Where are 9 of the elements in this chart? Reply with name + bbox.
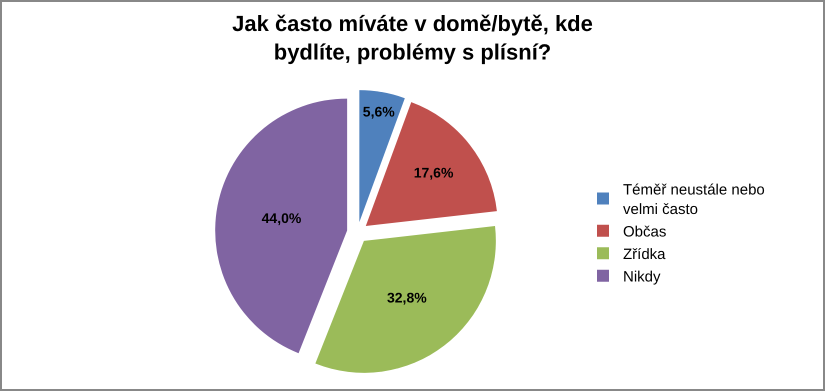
- chart-title: Jak často míváte v domě/bytě, kde bydlíte, problémy s plísní?: [232, 11, 593, 65]
- data-label: 17,6%: [414, 164, 454, 181]
- data-label: 32,8%: [386, 289, 428, 306]
- data-label: 5,6%: [362, 104, 396, 120]
- legend-label: Zřídka: [623, 246, 666, 264]
- legend-label: Téměř neustále nebo velmi často: [623, 182, 765, 218]
- legend-label: Občas: [623, 224, 666, 241]
- data-label: 44,0%: [262, 210, 302, 226]
- legend-label: Nikdy: [623, 268, 662, 286]
